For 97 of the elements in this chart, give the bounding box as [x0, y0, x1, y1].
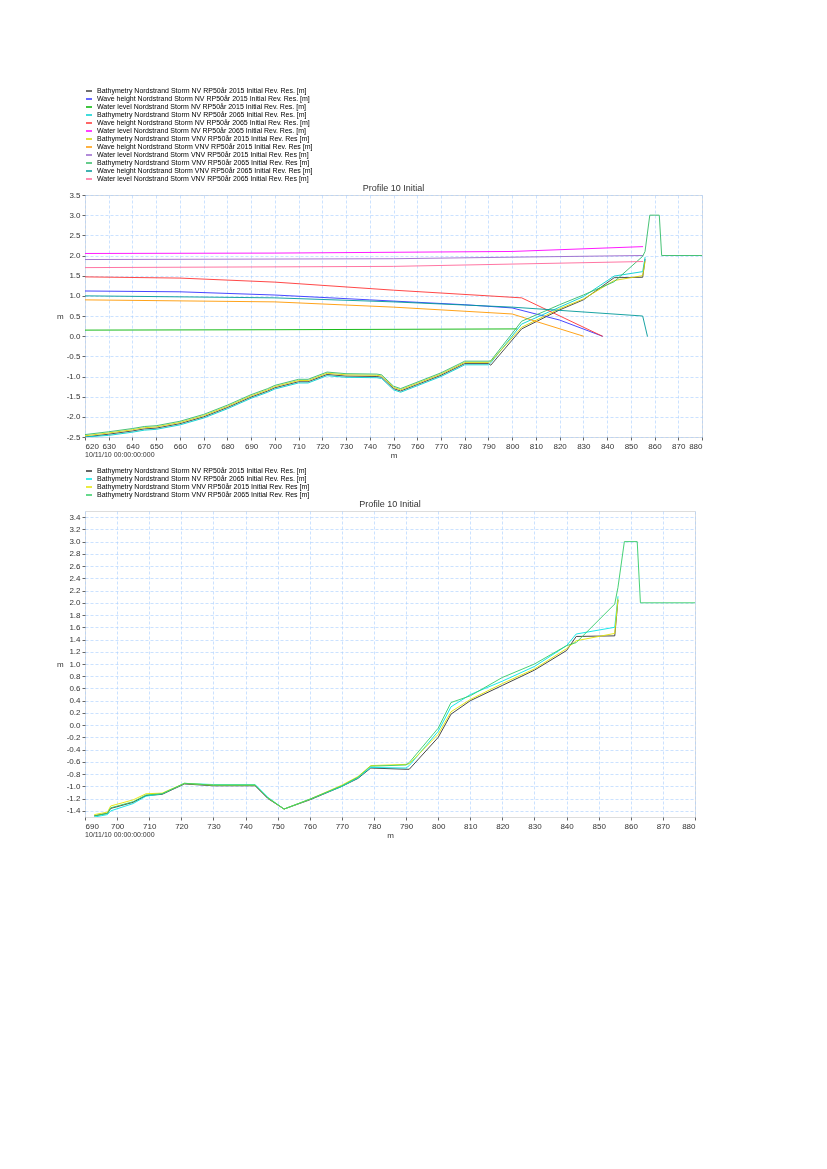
y-tick-label: 1.4 [69, 635, 82, 645]
x-tick-label: 730 [207, 821, 222, 831]
x-tick-label: 840 [600, 441, 615, 451]
x-tick-label: 710 [292, 441, 307, 451]
x-tick-label: 660 [173, 441, 188, 451]
y-tick-label: 3.0 [69, 210, 82, 220]
y-tick-label: -2.5 [66, 432, 82, 442]
x-tick-label: 730 [339, 441, 354, 451]
line-series [85, 290, 603, 337]
y-tick-label: 1.2 [69, 647, 82, 657]
x-tick-label: 790 [399, 821, 414, 831]
y-axis-title: m [57, 311, 65, 321]
y-tick-label: 0.0 [69, 331, 82, 341]
line-series [85, 299, 584, 337]
x-tick-label: 870 [656, 821, 671, 831]
y-tick-label: 3.0 [69, 537, 82, 547]
y-tick-label: -2.0 [66, 412, 82, 422]
x-tick-label: 720 [316, 441, 331, 451]
x-tick-label: 740 [239, 821, 254, 831]
x-tick-label: 770 [335, 821, 350, 831]
y-tick-label: 0.5 [69, 311, 82, 321]
x-tick-label: 860 [624, 821, 639, 831]
y-tick-label: 1.0 [69, 659, 82, 669]
x-tick-label: 870 [672, 441, 686, 451]
line-series [94, 541, 695, 817]
y-tick-label: 2.0 [69, 598, 82, 608]
y-tick-label: 1.0 [69, 291, 82, 301]
y-tick-label: 1.6 [69, 622, 82, 632]
x-tick-label: 850 [624, 441, 639, 451]
y-tick-label: 0.4 [69, 696, 82, 706]
y-tick-label: 2.8 [69, 549, 82, 559]
x-tick-label: 840 [560, 821, 575, 831]
y-tick-label: 3.2 [69, 524, 82, 534]
x-tick-label: 880 [689, 441, 704, 451]
x-tick-label: 760 [303, 821, 318, 831]
x-tick-label: 710 [143, 821, 157, 831]
line-series [85, 295, 648, 337]
x-tick-label: 700 [110, 821, 125, 831]
x-tick-label: 810 [464, 821, 478, 831]
x-tick-label: 790 [482, 441, 497, 451]
x-tick-label: 690 [85, 821, 100, 831]
line-series [85, 276, 603, 337]
chart-title: Profile 10 Initial [362, 183, 425, 193]
x-tick-label: 650 [150, 441, 164, 451]
y-tick-label: 3.4 [69, 512, 82, 522]
y-tick-label: 2.4 [69, 573, 82, 583]
x-tick-label: 780 [367, 821, 382, 831]
y-tick-label: 1.5 [69, 271, 82, 281]
x-tick-label: 740 [363, 441, 378, 451]
y-tick-label: 1.8 [69, 610, 82, 620]
y-tick-label: -1.4 [66, 806, 82, 816]
x-axis-title: m [390, 450, 398, 460]
y-tick-label: -1.0 [66, 781, 82, 791]
x-tick-label: 780 [458, 441, 473, 451]
x-tick-label: 830 [528, 821, 543, 831]
x-tick-label: 850 [592, 821, 607, 831]
x-axis-title: m [387, 830, 395, 840]
line-series [85, 246, 644, 254]
y-tick-label: -0.2 [66, 732, 82, 742]
x-tick-label: 720 [175, 821, 190, 831]
y-tick-label: 2.2 [69, 586, 82, 596]
y-tick-label: 0.8 [69, 671, 82, 681]
x-tick-label: 750 [387, 441, 402, 451]
y-tick-label: 0.6 [69, 683, 82, 693]
x-tick-label: 810 [529, 441, 544, 451]
y-tick-label: -0.8 [66, 769, 82, 779]
y-axis-title: m [57, 659, 65, 669]
x-tick-label: 690 [244, 441, 259, 451]
y-tick-label: -1.0 [66, 372, 82, 381]
x-tick-label: 760 [411, 441, 425, 451]
x-tick-label: 680 [221, 441, 236, 451]
x-tick-label: 800 [431, 821, 446, 831]
y-tick-label: 0.0 [69, 720, 82, 730]
y-tick-label: -1.2 [66, 794, 82, 804]
x-tick-label: 820 [553, 441, 568, 451]
x-tick-label: 640 [126, 441, 141, 451]
y-tick-label: 0.2 [69, 708, 82, 718]
chart-title: Profile 10 Initial [359, 499, 421, 509]
y-tick-label: 2.6 [69, 561, 82, 571]
y-tick-label: -0.4 [66, 745, 82, 755]
x-tick-label: 860 [648, 441, 663, 451]
x-tick-label: 880 [682, 821, 697, 831]
y-tick-label: 2.5 [69, 230, 82, 240]
x-tick-label: 770 [434, 441, 449, 451]
x-tick-label: 820 [496, 821, 511, 831]
y-tick-label: -1.5 [66, 392, 82, 402]
x-tick-label: 800 [505, 441, 520, 451]
y-tick-label: 2.0 [69, 251, 82, 260]
y-tick-label: 3.5 [69, 190, 82, 200]
x-tick-label: 830 [577, 441, 592, 451]
x-tick-label: 750 [271, 821, 286, 831]
y-tick-label: -0.6 [66, 757, 82, 767]
x-tick-label: 620 [85, 441, 100, 451]
y-tick-label: -0.5 [66, 351, 82, 361]
x-tick-label: 670 [197, 441, 212, 451]
x-tick-label: 700 [268, 441, 283, 451]
x-tick-label: 630 [102, 441, 117, 451]
